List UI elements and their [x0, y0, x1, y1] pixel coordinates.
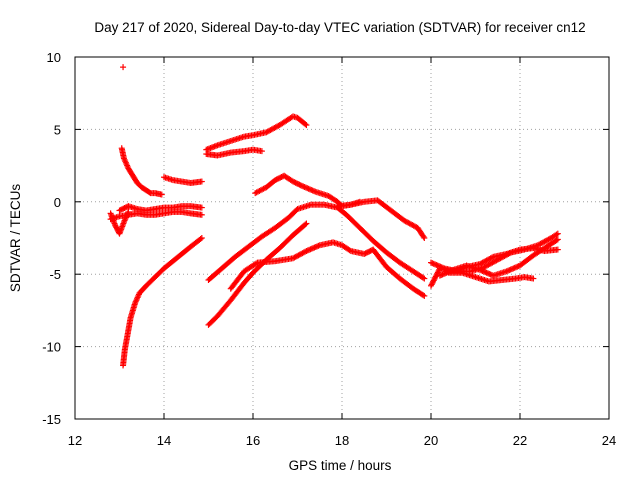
data-point [506, 250, 513, 257]
chart-title: Day 217 of 2020, Sidereal Day-to-day VTE… [94, 20, 585, 35]
data-point [432, 273, 439, 280]
y-tick-label: 0 [54, 195, 61, 210]
data-point [421, 235, 428, 241]
data-point [421, 292, 428, 299]
data-point [120, 64, 127, 71]
y-tick-labels: -15 -10 -5 0 5 10 [42, 50, 61, 427]
data-point [429, 280, 436, 287]
grid-lines [75, 57, 609, 419]
data-point [302, 121, 309, 128]
x-tick-label: 24 [602, 433, 616, 448]
data-point [554, 230, 561, 237]
x-tick-label: 14 [157, 433, 171, 448]
y-axis-label: SDTVAR / TECUs [8, 184, 23, 293]
data-point [488, 254, 495, 261]
data-point [430, 277, 437, 284]
y-tick-label: -10 [42, 340, 61, 355]
data-point [198, 178, 205, 185]
data-point [434, 269, 441, 276]
y-tick-label: -15 [42, 412, 61, 427]
x-tick-label: 22 [513, 433, 527, 448]
data-point [420, 274, 427, 281]
data-point [303, 220, 310, 227]
data-point [420, 233, 427, 240]
data-point [197, 235, 204, 242]
data-point [158, 191, 165, 198]
data-points [107, 64, 561, 369]
y-tick-label: 5 [54, 122, 61, 137]
data-point [346, 247, 353, 254]
data-point [297, 182, 304, 189]
data-point [198, 235, 205, 241]
y-tick-label: 10 [47, 50, 61, 65]
data-point [428, 282, 434, 289]
data-point [530, 275, 537, 282]
data-point [553, 237, 560, 244]
data-point [302, 221, 309, 228]
data-point [554, 246, 561, 253]
x-tick-label: 16 [246, 433, 260, 448]
data-point [420, 292, 427, 299]
data-point [428, 281, 435, 288]
data-point [303, 122, 310, 129]
data-point [258, 148, 265, 155]
data-point [430, 278, 437, 285]
data-point [198, 204, 205, 211]
data-point [553, 231, 560, 238]
x-tick-label: 18 [335, 433, 349, 448]
x-tick-labels: 12 14 16 18 20 22 24 [68, 433, 616, 448]
data-point [421, 275, 428, 282]
data-point [302, 248, 309, 255]
data-point [431, 276, 438, 283]
data-point [432, 274, 439, 281]
data-point [198, 211, 205, 218]
data-point [554, 236, 561, 243]
x-tick-label: 20 [424, 433, 438, 448]
x-tick-label: 12 [68, 433, 82, 448]
x-axis-label: GPS time / hours [289, 458, 392, 473]
y-tick-label: -5 [49, 267, 61, 282]
tick-marks [74, 56, 610, 420]
data-point [253, 260, 260, 267]
